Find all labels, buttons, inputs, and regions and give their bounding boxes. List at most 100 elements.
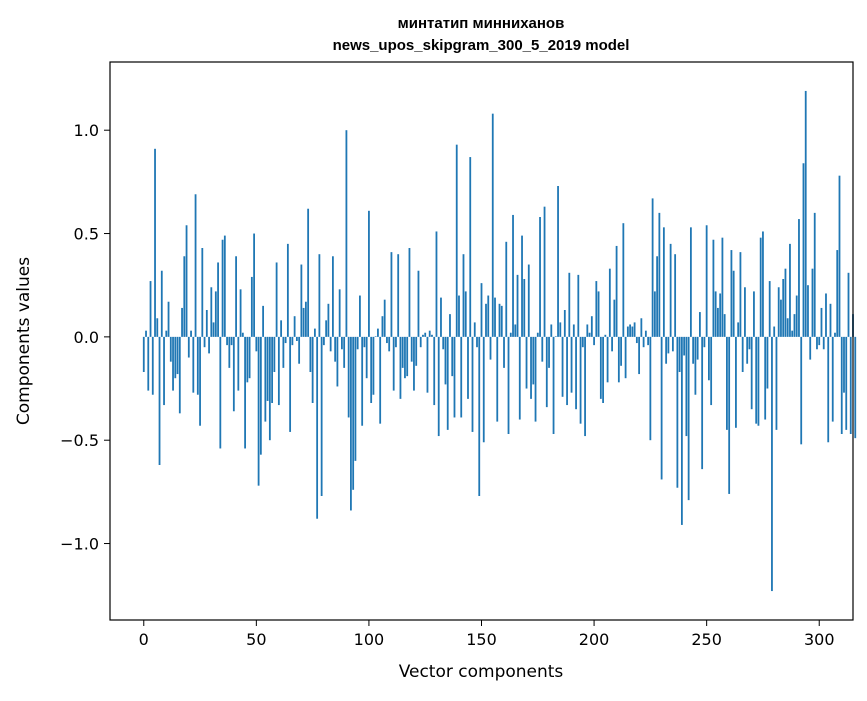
bar-27 — [203, 336, 206, 348]
bar-299 — [816, 336, 818, 350]
bar-102 — [372, 336, 375, 395]
bar-71 — [302, 307, 305, 337]
bar-185 — [559, 322, 562, 337]
bar-176 — [539, 217, 541, 337]
bar-156 — [494, 297, 496, 337]
bar-117 — [406, 336, 409, 377]
bar-239 — [680, 336, 683, 525]
x-tick-label-100: 100 — [354, 630, 385, 649]
chart-title-line-1: минтатип минниханов — [398, 15, 565, 32]
bar-232 — [665, 336, 668, 364]
bar-203 — [599, 336, 602, 399]
bar-238 — [678, 336, 681, 372]
bar-208 — [611, 336, 613, 352]
bar-115 — [401, 336, 404, 368]
bar-231 — [662, 227, 665, 337]
bar-191 — [572, 324, 575, 337]
bar-245 — [694, 336, 697, 395]
bar-194 — [579, 336, 582, 424]
bar-309 — [838, 175, 841, 337]
bar-70 — [300, 264, 303, 337]
bar-196 — [584, 336, 586, 437]
bar-60 — [277, 336, 280, 406]
bar-88 — [341, 336, 343, 350]
bar-167 — [518, 336, 521, 420]
bar-32 — [214, 291, 217, 337]
x-tick-label-200: 200 — [579, 630, 610, 649]
bar-43 — [239, 289, 242, 337]
bar-198 — [588, 332, 591, 337]
bar-150 — [480, 283, 483, 337]
bar-127 — [428, 330, 431, 337]
bar-173 — [532, 336, 535, 385]
bar-94 — [354, 336, 357, 461]
bar-163 — [509, 332, 512, 337]
bar-237 — [676, 336, 679, 488]
bar-303 — [825, 293, 827, 337]
bar-229 — [658, 212, 661, 337]
bar-268 — [746, 336, 749, 364]
bar-277 — [766, 336, 769, 389]
bar-294 — [804, 90, 807, 337]
bar-221 — [640, 318, 643, 337]
bar-21 — [190, 330, 192, 337]
bar-87 — [338, 289, 341, 337]
bar-65 — [289, 336, 292, 432]
x-axis-label: Vector components — [399, 662, 564, 682]
bar-19 — [185, 225, 188, 337]
bar-212 — [620, 336, 622, 366]
bar-66 — [291, 336, 294, 346]
bar-46 — [246, 336, 249, 383]
y-tick-label-4: 1.0 — [74, 121, 99, 140]
bar-98 — [363, 336, 366, 348]
bar-79 — [320, 336, 323, 496]
bar-16 — [178, 336, 181, 414]
bar-77 — [316, 336, 319, 519]
bar-97 — [361, 336, 364, 426]
bar-131 — [437, 336, 440, 437]
bar-42 — [237, 336, 240, 391]
bar-269 — [748, 336, 751, 350]
bar-95 — [356, 336, 359, 350]
bar-295 — [807, 285, 809, 337]
bar-52 — [259, 336, 262, 455]
bar-267 — [744, 287, 746, 337]
bar-292 — [800, 336, 803, 445]
x-tick-label-150: 150 — [466, 630, 497, 649]
bar-174 — [534, 336, 537, 422]
bar-84 — [331, 256, 334, 337]
bar-214 — [624, 336, 627, 379]
bar-14 — [174, 336, 177, 379]
bar-138 — [453, 336, 456, 418]
bar-263 — [735, 336, 737, 428]
bar-305 — [829, 303, 832, 337]
bar-4 — [151, 336, 154, 395]
bar-307 — [834, 332, 836, 337]
bar-253 — [712, 239, 715, 337]
bar-47 — [248, 336, 251, 379]
bar-5 — [154, 148, 156, 337]
bar-63 — [284, 336, 287, 344]
bar-144 — [467, 336, 469, 399]
bar-258 — [723, 314, 726, 337]
bar-145 — [469, 157, 472, 337]
bar-257 — [721, 237, 724, 337]
bar-222 — [642, 336, 645, 348]
bar-122 — [417, 270, 420, 337]
bar-112 — [395, 336, 397, 348]
bar-199 — [590, 316, 593, 337]
bar-25 — [199, 336, 201, 426]
bar-197 — [586, 324, 589, 337]
bar-152 — [485, 303, 487, 337]
bar-240 — [683, 336, 686, 356]
chart-title-line-2: news_upos_skipgram_300_5_2019 model — [333, 37, 630, 54]
bar-300 — [818, 336, 821, 346]
bar-28 — [205, 310, 208, 337]
x-tick-label-50: 50 — [246, 630, 266, 649]
bar-23 — [194, 194, 197, 337]
bar-12 — [169, 336, 172, 362]
bar-216 — [629, 324, 632, 337]
bar-67 — [293, 316, 296, 337]
bar-168 — [521, 235, 523, 337]
bar-314 — [849, 336, 852, 434]
